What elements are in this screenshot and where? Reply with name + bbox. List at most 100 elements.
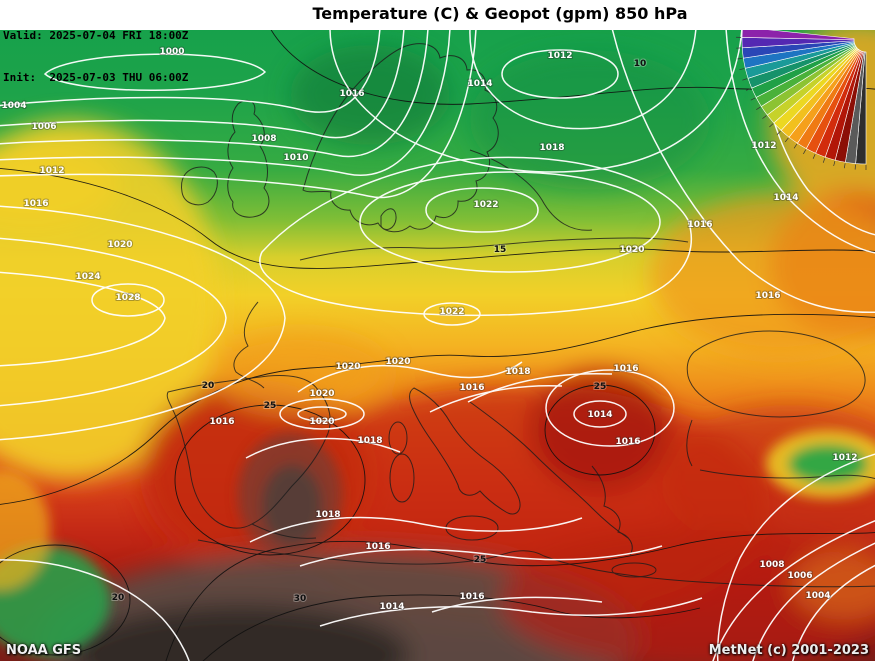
copyright-label: MetNet (c) 2001-2023 xyxy=(708,643,869,658)
geopotential-contour-label: 1020 xyxy=(619,245,644,255)
coastline xyxy=(251,523,317,539)
legend-tick xyxy=(833,160,836,167)
coastline xyxy=(699,469,875,480)
temperature-contour-label: 20 xyxy=(202,381,215,391)
geopotential-contour-line xyxy=(0,271,166,367)
geopotential-contour-line xyxy=(573,400,627,428)
temperature-region-blob xyxy=(788,444,868,484)
coastline xyxy=(591,465,633,556)
coastline xyxy=(299,237,689,261)
geopotential-contour-line xyxy=(467,372,613,403)
legend-tick xyxy=(769,123,774,128)
geopotential-contour-line xyxy=(249,516,583,543)
geopotential-contour-line xyxy=(0,559,190,661)
geopotential-contour-label: 1016 xyxy=(23,199,48,209)
temperature-field-details xyxy=(0,430,875,655)
geopotential-contours xyxy=(0,30,875,661)
temperature-region-blob xyxy=(790,550,875,620)
geopotential-contour-label: 1020 xyxy=(309,389,334,399)
geopotential-contour-label: 1006 xyxy=(787,571,812,581)
geopotential-contour-label: 1020 xyxy=(107,240,132,250)
geopotential-contour-line xyxy=(299,545,663,567)
legend-tick xyxy=(756,106,761,110)
run-times: Valid: 2025-07-04 FRI 18:00Z Init: 2025-… xyxy=(3,1,188,113)
legend-tick xyxy=(803,149,807,155)
temperature-region-blob xyxy=(500,530,875,661)
geopotential-contour-label: 1014 xyxy=(467,79,492,89)
temperature-isotherm-line xyxy=(0,313,875,505)
geopotential-contour-label: 1016 xyxy=(613,364,638,374)
geopotential-contour-line xyxy=(792,564,875,661)
geopotential-contour-label: 1022 xyxy=(439,307,464,317)
legend-color-wedge xyxy=(741,30,855,41)
geopotential-contour-line xyxy=(0,30,477,199)
coastline xyxy=(227,99,270,218)
temperature-region-blob xyxy=(290,45,450,145)
geopotential-contour-line xyxy=(279,398,365,430)
temperature-isotherm-line xyxy=(0,544,131,656)
legend-tick xyxy=(812,154,816,159)
geopotential-contour-label: 1016 xyxy=(755,291,780,301)
geopotential-contour-label: 1020 xyxy=(309,417,334,427)
geopotential-contour-label: 1020 xyxy=(335,362,360,372)
legend-tick xyxy=(750,97,756,101)
geopotential-contour-label: 1014 xyxy=(587,410,612,420)
coastline xyxy=(469,149,593,231)
coastline xyxy=(302,43,499,233)
geopotential-contour-line xyxy=(431,596,603,613)
geopotential-contour-line xyxy=(91,283,165,317)
geopotential-contour-label: 1008 xyxy=(251,134,276,144)
geopotential-contour-label: 1014 xyxy=(773,193,798,203)
coastline xyxy=(389,453,415,503)
temperature-region-blob xyxy=(470,50,710,190)
geopotential-contour-line xyxy=(319,597,703,627)
geopotential-contour-line xyxy=(425,187,539,233)
coastline xyxy=(445,515,499,541)
coastline xyxy=(197,539,875,588)
coastline xyxy=(686,419,693,467)
coastline xyxy=(686,330,866,418)
coastlines xyxy=(166,43,875,588)
geopotential-contour-line xyxy=(0,205,286,441)
temperature-contour-label: 20 xyxy=(112,593,125,603)
geopotential-contour-line xyxy=(0,30,429,158)
geopotential-contour-line xyxy=(752,542,875,661)
legend-tick xyxy=(746,88,751,91)
coastline xyxy=(233,301,265,389)
legend-tick xyxy=(784,137,789,143)
coastline xyxy=(409,387,521,515)
legend-tick xyxy=(742,78,748,81)
geopotential-contour-label: 1016 xyxy=(687,220,712,230)
geopotential-contour-line xyxy=(611,30,875,314)
coastline xyxy=(388,421,408,455)
geopotential-contour-label: 1016 xyxy=(209,417,234,427)
coastline xyxy=(611,562,657,578)
geopotential-contour-label: 1016 xyxy=(365,542,390,552)
geopotential-contour-label: 1000 xyxy=(159,47,184,57)
temperature-contour-label: 30 xyxy=(294,594,307,604)
legend-tick xyxy=(739,68,745,71)
geopotential-contour-line xyxy=(297,406,347,422)
legend-tick xyxy=(822,157,826,163)
geopotential-contour-line xyxy=(245,437,401,459)
geopotential-contour-label: 1024 xyxy=(75,272,100,282)
geopotential-contour-label: 1016 xyxy=(339,89,364,99)
temperature-region-blob xyxy=(210,332,390,412)
geopotential-contour-line xyxy=(712,520,875,661)
geopotential-contour-label: 1012 xyxy=(39,166,64,176)
temperature-isotherm-line xyxy=(202,594,701,661)
legend-color-wedges xyxy=(741,30,867,165)
geopotential-contour-label: 1012 xyxy=(547,51,572,61)
geopotential-contour-line xyxy=(501,49,619,99)
geopotential-contour-line xyxy=(329,30,743,173)
geopotential-contour-line xyxy=(259,156,692,317)
geopotential-contour-label: 1016 xyxy=(459,383,484,393)
geopotential-contour-label: 1004 xyxy=(805,591,830,601)
geopotential-contour-line xyxy=(423,302,481,326)
coastline xyxy=(380,208,397,230)
geopotential-contour-line xyxy=(716,453,875,661)
geopotential-contour-label: 1016 xyxy=(459,592,484,602)
legend-tick xyxy=(737,57,743,60)
